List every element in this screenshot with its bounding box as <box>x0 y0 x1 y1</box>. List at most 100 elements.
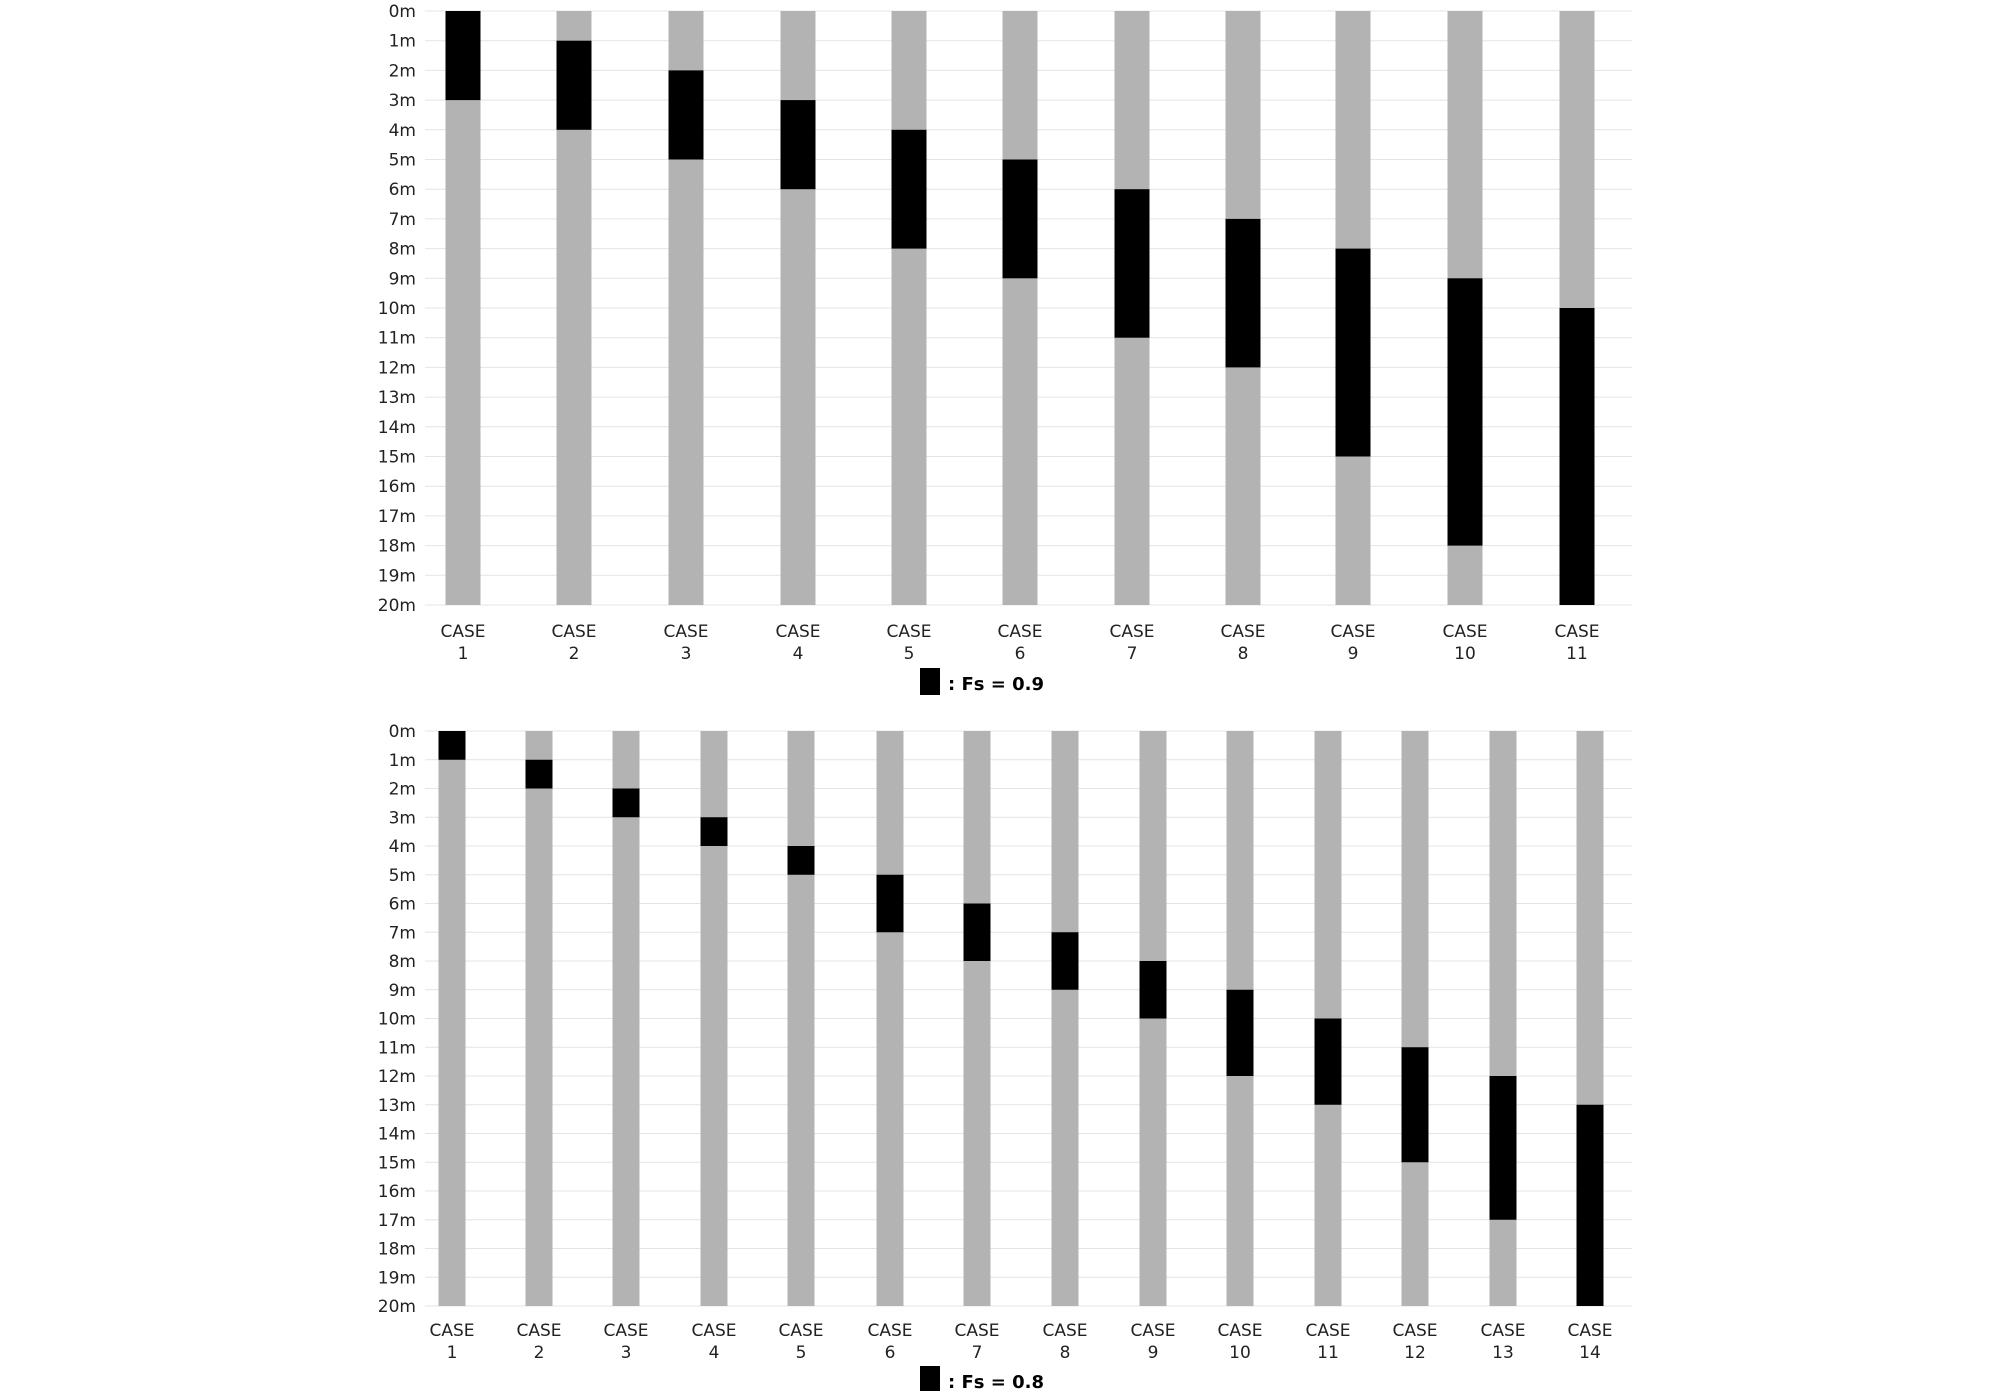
fs-zone-bar <box>1226 989 1254 1076</box>
y-tick-label: 7m <box>389 923 416 943</box>
y-tick-label: 14m <box>378 418 416 438</box>
x-tick-label-number: 2 <box>534 1343 545 1363</box>
x-tick-label: CASE <box>429 1321 474 1341</box>
y-tick-label: 20m <box>378 1297 416 1317</box>
depth-bar <box>438 731 466 1306</box>
x-tick-label: CASE <box>1109 622 1154 642</box>
y-tick-label: 17m <box>378 1211 416 1231</box>
fs-zone-bar <box>1314 1018 1342 1105</box>
depth-bar <box>1002 11 1038 605</box>
fs-zone-bar <box>891 129 927 249</box>
fs-zone-bar <box>1489 1076 1517 1220</box>
y-tick-label: 10m <box>378 299 416 319</box>
x-tick-label: CASE <box>603 1321 648 1341</box>
x-tick-label-number: 10 <box>1454 644 1476 664</box>
y-tick-label: 14m <box>378 1125 416 1145</box>
fs-zone-bar <box>787 846 815 875</box>
x-tick-label: CASE <box>1442 622 1487 642</box>
depth-bar <box>787 731 815 1306</box>
x-tick-label: CASE <box>1305 1321 1350 1341</box>
y-tick-label: 18m <box>378 537 416 557</box>
x-tick-label: CASE <box>1392 1321 1437 1341</box>
y-tick-label: 19m <box>378 566 416 586</box>
x-tick-label-number: 3 <box>681 644 692 664</box>
depth-bar <box>525 731 553 1306</box>
y-tick-label: 12m <box>378 358 416 378</box>
x-tick-label: CASE <box>691 1321 736 1341</box>
y-tick-label: 5m <box>389 866 416 886</box>
x-tick-label-number: 1 <box>447 1343 458 1363</box>
y-tick-label: 20m <box>378 596 416 616</box>
y-tick-label: 17m <box>378 507 416 527</box>
depth-bar <box>876 731 904 1306</box>
chart-panel-fs-0-8: 0m1m2m3m4m5m6m7m8m9m10m11m12m13m14m15m16… <box>378 722 1632 1391</box>
x-tick-label: CASE <box>775 622 820 642</box>
x-tick-label: CASE <box>1554 622 1599 642</box>
y-tick-label: 4m <box>389 837 416 857</box>
fs-zone-bar <box>525 759 553 789</box>
x-tick-label-number: 14 <box>1579 1343 1601 1363</box>
chart-panel-fs-0-9: 0m1m2m3m4m5m6m7m8m9m10m11m12m13m14m15m16… <box>378 2 1632 695</box>
y-tick-label: 0m <box>389 722 416 742</box>
fs-zone-bar <box>876 874 904 933</box>
x-tick-label: CASE <box>1220 622 1265 642</box>
x-tick-label-number: 5 <box>904 644 915 664</box>
y-tick-label: 9m <box>389 981 416 1001</box>
x-tick-label-number: 4 <box>709 1343 720 1363</box>
x-tick-label: CASE <box>886 622 931 642</box>
y-tick-label: 13m <box>378 388 416 408</box>
x-tick-label-number: 6 <box>885 1343 896 1363</box>
y-tick-label: 3m <box>389 91 416 111</box>
fs-zone-bar <box>612 788 640 818</box>
x-tick-label-number: 8 <box>1060 1343 1071 1363</box>
fs-zone-bar <box>438 731 466 760</box>
y-tick-label: 5m <box>389 151 416 171</box>
x-tick-label-number: 12 <box>1404 1343 1426 1363</box>
x-tick-label: CASE <box>1480 1321 1525 1341</box>
depth-bar <box>612 731 640 1306</box>
y-tick-label: 9m <box>389 269 416 289</box>
fs-zone-bar <box>445 11 481 101</box>
x-tick-label: CASE <box>997 622 1042 642</box>
fs-zone-bar <box>700 817 728 846</box>
y-tick-label: 2m <box>389 61 416 81</box>
x-tick-label: CASE <box>954 1321 999 1341</box>
x-tick-label-number: 7 <box>1127 644 1138 664</box>
fs-zone-bar <box>1447 278 1483 546</box>
x-tick-label: CASE <box>1217 1321 1262 1341</box>
x-tick-label-number: 9 <box>1348 644 1359 664</box>
x-tick-label-number: 5 <box>796 1343 807 1363</box>
y-tick-label: 16m <box>378 1182 416 1202</box>
x-tick-label: CASE <box>440 622 485 642</box>
x-tick-label-number: 2 <box>569 644 580 664</box>
y-tick-label: 8m <box>389 952 416 972</box>
y-tick-label: 1m <box>389 751 416 771</box>
fs-zone-bar <box>1139 961 1167 1019</box>
y-tick-label: 16m <box>378 477 416 497</box>
y-tick-label: 12m <box>378 1067 416 1087</box>
depth-bar <box>445 11 481 605</box>
x-tick-label-number: 8 <box>1238 644 1249 664</box>
y-tick-label: 6m <box>389 895 416 915</box>
fs-zone-bar <box>1335 248 1371 457</box>
x-tick-label-number: 10 <box>1229 1343 1251 1363</box>
x-tick-label-number: 7 <box>972 1343 983 1363</box>
x-tick-label-number: 3 <box>621 1343 632 1363</box>
y-tick-label: 15m <box>378 448 416 468</box>
x-tick-label-number: 13 <box>1492 1343 1514 1363</box>
x-tick-label-number: 11 <box>1317 1343 1339 1363</box>
x-tick-label: CASE <box>1567 1321 1612 1341</box>
fs-zone-bar <box>1225 218 1261 368</box>
fs-zone-bar <box>1114 189 1150 338</box>
y-tick-label: 3m <box>389 808 416 828</box>
y-tick-label: 19m <box>378 1268 416 1288</box>
x-tick-label: CASE <box>1042 1321 1087 1341</box>
x-tick-label: CASE <box>1130 1321 1175 1341</box>
y-tick-label: 11m <box>378 329 416 349</box>
x-tick-label-number: 9 <box>1148 1343 1159 1363</box>
depth-bar <box>963 731 991 1306</box>
y-tick-label: 15m <box>378 1153 416 1173</box>
y-tick-label: 2m <box>389 780 416 800</box>
legend-swatch <box>920 668 940 695</box>
